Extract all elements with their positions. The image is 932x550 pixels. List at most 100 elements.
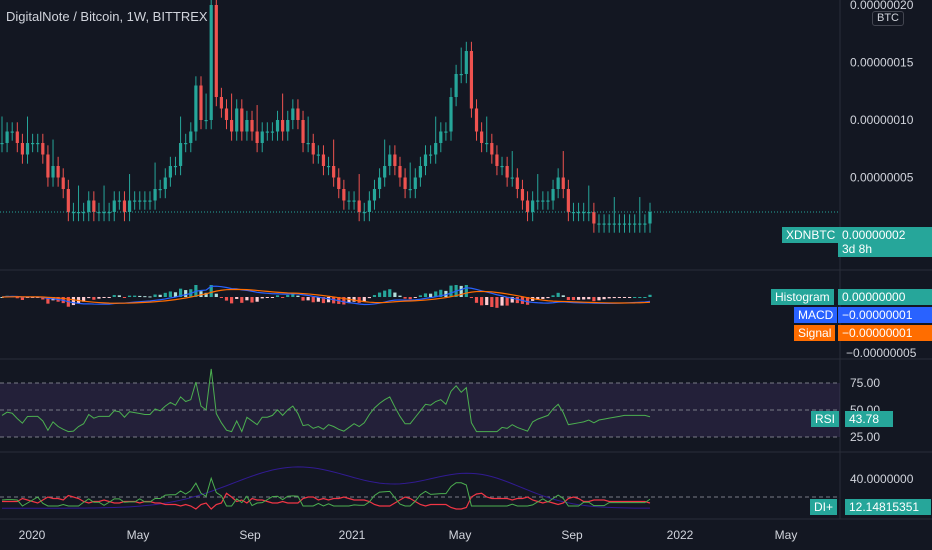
macd-histogram-bar: [515, 297, 519, 304]
candle-body: [168, 166, 172, 178]
macd-histogram-bar: [495, 297, 499, 308]
candle-body: [515, 177, 519, 189]
candle-body: [219, 97, 224, 109]
macd-histogram-bar: [20, 297, 25, 300]
candle-body: [571, 212, 576, 214]
macd-histogram-bar: [607, 297, 611, 299]
candle-body: [546, 200, 550, 202]
candle-body: [199, 85, 203, 120]
candle-body: [235, 108, 239, 132]
candle-body: [485, 143, 489, 145]
time-tick-label: 2020: [19, 528, 46, 542]
candle-body: [383, 166, 387, 178]
candle-body: [520, 189, 525, 201]
candle-body: [10, 131, 14, 133]
candle-body: [597, 223, 601, 225]
dmi-tick-label: 40.0000000: [850, 472, 914, 486]
candle-body: [454, 74, 458, 97]
candle-body: [480, 131, 484, 143]
candle-body: [46, 154, 50, 178]
macd-histogram-bar: [235, 297, 239, 299]
candle-body: [87, 200, 91, 212]
price-tick-label: 0.00000015: [850, 56, 914, 70]
macd-histogram-bar: [352, 297, 356, 302]
candle-body: [41, 143, 45, 155]
candle-body: [275, 120, 280, 132]
time-tick-label: Sep: [239, 528, 261, 542]
rsi-tick-label: 75.00: [850, 376, 880, 390]
time-tick-label: May: [775, 528, 798, 542]
macd-histogram-bar: [281, 297, 285, 298]
di-plus-label: DI+: [810, 499, 838, 515]
macd-histogram-bar: [485, 297, 489, 306]
time-tick-label: 2022: [667, 528, 694, 542]
macd-histogram-bar: [184, 290, 188, 297]
candle-body: [71, 212, 76, 214]
price-tick-label: 0.00000020: [850, 0, 914, 12]
candle-body: [592, 212, 596, 224]
candle-body: [357, 200, 361, 212]
macd-histogram-bar: [638, 297, 642, 298]
candle-body: [377, 177, 382, 189]
macd-histogram-bar: [342, 297, 346, 305]
candle-body: [281, 120, 285, 132]
macd-histogram-bar: [92, 297, 96, 300]
candle-body: [189, 131, 193, 143]
candle-body: [617, 223, 621, 225]
macd-histogram-bar: [510, 297, 514, 303]
currency-tag[interactable]: BTC: [872, 11, 904, 26]
candle-body: [439, 131, 443, 143]
macd-histogram-bar: [388, 289, 392, 297]
macd-histogram-bar: [612, 297, 616, 299]
candle-body: [66, 189, 70, 212]
candle-body: [347, 200, 351, 202]
last-price-badge: 0.00000002 3d 8h: [838, 227, 932, 257]
macd-histogram-bar: [393, 292, 397, 297]
candle-body: [490, 143, 494, 155]
time-tick-label: Sep: [561, 528, 583, 542]
candle-body: [408, 189, 412, 191]
macd-histogram-bar: [87, 297, 91, 299]
candle-body: [291, 108, 295, 120]
candle-body: [352, 200, 356, 202]
candle-body: [551, 189, 555, 201]
macd-histogram-bar: [633, 297, 637, 298]
candle-body: [245, 120, 249, 132]
macd-label: MACD: [794, 307, 838, 323]
macd-histogram-bar: [551, 295, 555, 297]
macd-histogram-bar: [260, 297, 264, 299]
macd-histogram-bar: [306, 297, 310, 301]
candle-body: [224, 108, 229, 120]
candle-body: [342, 189, 346, 201]
macd-histogram-bar: [459, 285, 463, 297]
rsi-label: RSI: [811, 411, 840, 427]
candle-body: [148, 200, 152, 202]
candle-body: [474, 108, 479, 132]
macd-histogram-bar: [439, 289, 443, 297]
candle-body: [495, 154, 499, 166]
macd-histogram-bar: [107, 297, 111, 298]
macd-histogram-bar: [143, 296, 147, 298]
macd-histogram-bar: [546, 297, 550, 299]
candle-body: [372, 189, 377, 201]
candle-body: [265, 131, 269, 133]
candle-body: [464, 51, 468, 74]
candle-body: [337, 177, 341, 189]
macd-histogram-bar: [219, 297, 224, 298]
price-tick-label: 0.00000005: [850, 171, 914, 185]
candle-body: [388, 154, 392, 166]
candle-body: [321, 154, 326, 166]
signal-value: −0.00000001: [838, 325, 932, 341]
macd-histogram-bar: [449, 285, 453, 297]
candle-body: [61, 177, 65, 189]
candle-body: [178, 143, 183, 166]
candle-body: [643, 223, 647, 225]
macd-histogram-bar: [377, 292, 382, 297]
candle-body: [102, 212, 106, 214]
macd-histogram-bar: [592, 297, 596, 302]
macd-tick-label: −0.00000005: [846, 346, 917, 360]
candle-body: [286, 120, 290, 132]
macd-histogram-bar: [469, 297, 474, 298]
candle-body: [117, 200, 121, 202]
